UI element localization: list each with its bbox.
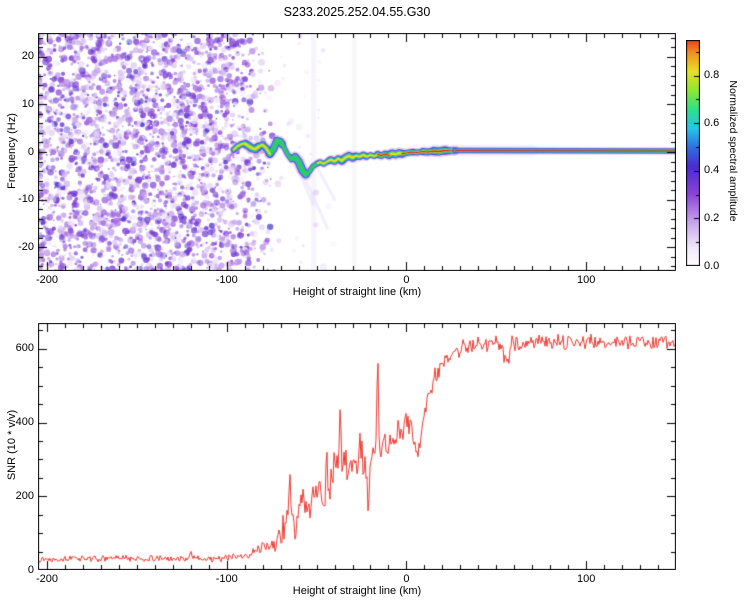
bottom-x-axis-label: Height of straight line (km) (292, 585, 422, 597)
bottom-y-tick-label: 400 (15, 416, 34, 429)
bottom-x-tick-label: -200 (35, 573, 58, 585)
colorbar-tick-label: 0.0 (704, 259, 720, 272)
colorbar-tick-label: 0.4 (704, 164, 720, 177)
top-y-tick-label: -20 (18, 240, 34, 253)
bottom-x-tick-label: 0 (403, 573, 410, 585)
top-x-tick-label: -200 (35, 274, 58, 286)
bottom-y-tick-label: 200 (15, 489, 34, 502)
top-y-tick-label: -10 (18, 193, 34, 206)
spectrogram-canvas (38, 33, 676, 271)
bottom-x-tick-label: 100 (576, 573, 596, 585)
top-x-tick-label: 100 (576, 274, 596, 286)
top-y-tick-label: 0 (27, 145, 34, 158)
figure-title: S233.2025.252.04.55.G30 (283, 5, 431, 19)
top-y-tick-label: 20 (21, 50, 34, 63)
snr-line-canvas (38, 323, 676, 570)
bottom-x-tick-label: -100 (215, 573, 238, 585)
top-x-axis-label: Height of straight line (km) (292, 286, 422, 298)
colorbar-tick-label: 0.2 (704, 211, 720, 224)
bottom-y-tick-label: 600 (15, 342, 34, 355)
top-x-tick-label: 0 (403, 274, 410, 286)
colorbar-tick-label: 0.8 (704, 69, 720, 82)
colorbar-canvas (686, 40, 700, 266)
top-y-tick-label: 10 (21, 97, 34, 110)
bottom-y-axis-label: SNR (10 * v/v) (6, 409, 18, 481)
colorbar-tick-label: 0.6 (704, 116, 720, 129)
bottom-y-tick-label: 0 (27, 563, 34, 576)
top-x-tick-label: -100 (215, 274, 238, 286)
